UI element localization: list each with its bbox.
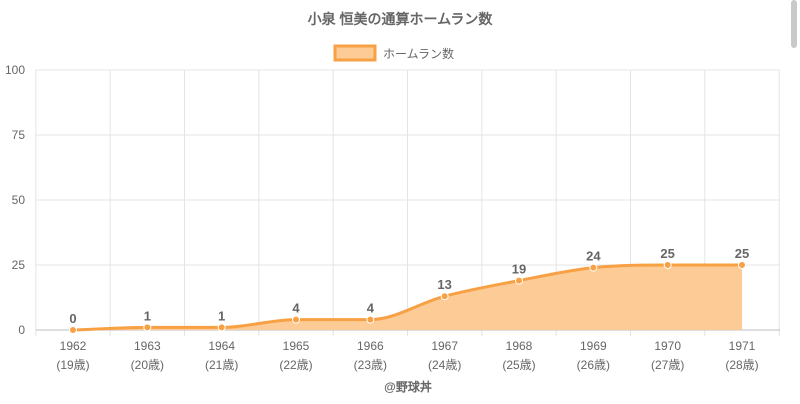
x-tick-label: 1969 (580, 339, 607, 353)
legend-swatch (333, 44, 377, 62)
x-tick-sublabel: (24歳) (428, 358, 461, 372)
data-label: 25 (735, 246, 749, 261)
data-label: 0 (69, 311, 76, 326)
y-tick-label: 75 (12, 128, 26, 142)
chart-credit: @野球丼 (384, 379, 432, 394)
legend[interactable]: ホームラン数 (333, 44, 454, 62)
x-tick-label: 1962 (60, 339, 87, 353)
x-tick-label: 1968 (506, 339, 533, 353)
data-label: 25 (660, 246, 674, 261)
data-point[interactable] (738, 261, 746, 269)
series-area (73, 265, 742, 330)
x-tick-sublabel: (20歳) (131, 358, 164, 372)
data-label: 19 (512, 262, 526, 277)
chart-title: 小泉 恒美の通算ホームラン数 (308, 11, 494, 27)
data-label: 4 (292, 301, 300, 316)
marks-layer (69, 261, 746, 334)
x-tick-label: 1967 (431, 339, 458, 353)
x-tick-label: 1963 (134, 339, 161, 353)
data-point[interactable] (663, 261, 672, 269)
data-point[interactable] (440, 292, 449, 301)
y-tick-label: 50 (12, 193, 26, 207)
x-tick-label: 1971 (729, 339, 756, 353)
x-tick-sublabel: (27歳) (651, 358, 684, 372)
data-label: 1 (144, 308, 151, 323)
x-tick-sublabel: (21歳) (205, 358, 238, 372)
y-tick-label: 25 (12, 258, 26, 272)
data-point[interactable] (217, 323, 226, 332)
data-point[interactable] (292, 315, 300, 324)
data-point[interactable] (515, 276, 523, 285)
y-tick-label: 0 (18, 323, 25, 337)
data-label: 1 (218, 308, 225, 323)
data-point[interactable] (69, 326, 77, 334)
x-tick-label: 1970 (654, 339, 681, 353)
data-label: 4 (367, 301, 375, 316)
x-tick-label: 1964 (208, 339, 235, 353)
x-tick-sublabel: (19歳) (56, 358, 89, 372)
data-point[interactable] (143, 323, 152, 332)
data-point[interactable] (589, 263, 598, 272)
labels-layer: 0 25 50 75 100 1962 (19歳) 1963 (20歳) 1964 (21歳) 196… (5, 63, 759, 372)
x-tick-sublabel: (28歳) (725, 358, 758, 372)
x-tick-sublabel: (23歳) (354, 358, 387, 372)
y-tick-label: 100 (5, 63, 25, 77)
x-tick-sublabel: (22歳) (279, 358, 312, 372)
x-tick-sublabel: (26歳) (577, 358, 610, 372)
data-label: 24 (586, 249, 601, 264)
data-label: 13 (437, 277, 451, 292)
series-line (72, 263, 742, 332)
legend-label: ホームラン数 (383, 46, 454, 61)
x-tick-label: 1966 (357, 339, 384, 353)
x-tick-sublabel: (25歳) (502, 358, 535, 372)
scrollbar-thumb[interactable] (791, 0, 797, 48)
data-point[interactable] (366, 315, 375, 324)
x-tick-label: 1965 (283, 339, 310, 353)
series-layer (72, 263, 742, 332)
